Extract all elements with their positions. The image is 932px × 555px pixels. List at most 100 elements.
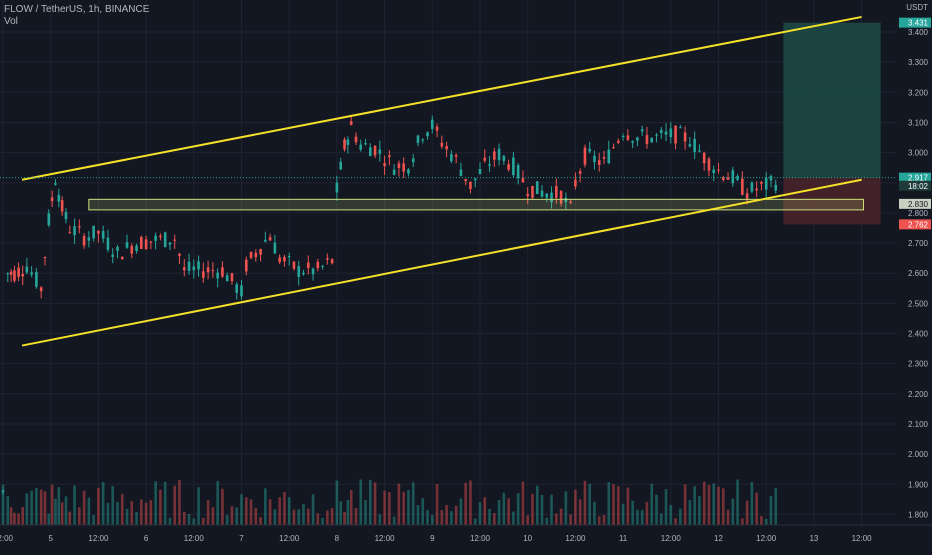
volume-bar	[578, 499, 582, 525]
volume-bar	[478, 502, 482, 525]
volume-bar	[698, 496, 701, 525]
price-badge-label: 2.762	[908, 220, 929, 229]
volume-bar	[216, 480, 219, 525]
candle-body	[602, 157, 606, 159]
volume-bar	[97, 487, 100, 525]
volume-bar	[764, 518, 768, 525]
volume-bar	[702, 481, 706, 525]
volume-bar	[750, 481, 754, 525]
candle-body	[760, 181, 763, 184]
volume-bar	[30, 490, 33, 525]
symbol-title[interactable]: FLOW / TetherUS, 1h, BINANCE	[4, 4, 150, 15]
candle-body	[346, 139, 350, 145]
candle-body	[259, 249, 262, 255]
candle-body	[745, 193, 749, 199]
channel-upper-line	[21, 15, 862, 181]
candle-body	[163, 232, 167, 247]
candle-body	[73, 226, 76, 236]
volume-bar	[421, 498, 425, 525]
y-tick-label: 3.200	[908, 88, 929, 97]
x-tick-label: 11	[619, 534, 628, 543]
volume-bar	[192, 518, 196, 525]
candle-body	[101, 231, 105, 239]
candle-body	[106, 237, 110, 250]
volume-bar	[516, 493, 520, 525]
candle-body	[68, 232, 72, 234]
candle-body	[478, 169, 482, 174]
candle-body	[712, 169, 716, 174]
volume-bar	[512, 511, 515, 525]
candle-body	[459, 169, 463, 176]
volume-bar	[407, 490, 410, 525]
volume-bar	[454, 505, 458, 525]
candle-body	[306, 262, 310, 269]
volume-bar	[13, 512, 16, 525]
candle-body	[130, 245, 134, 254]
volume-bar	[521, 481, 525, 525]
candle-body	[550, 192, 553, 203]
volume-bar	[631, 500, 634, 525]
volume-bar	[597, 516, 601, 525]
volume-bar	[416, 505, 420, 525]
candle-body	[168, 242, 172, 245]
candle-body	[35, 271, 38, 287]
volume-bar	[64, 496, 68, 525]
y-tick-label: 3.300	[908, 58, 929, 67]
candle-body	[311, 268, 315, 275]
volume-bar	[249, 499, 253, 525]
volume-bar	[359, 479, 363, 525]
candle-body	[335, 182, 339, 193]
candle-body	[650, 137, 654, 143]
volume-bar	[526, 515, 529, 525]
y-tick-label: 2.800	[908, 209, 929, 218]
candle-body	[483, 157, 487, 161]
candle-body	[343, 139, 346, 150]
volume-bar	[297, 509, 301, 525]
volume-bar	[17, 513, 20, 525]
candle-body	[17, 267, 20, 277]
candle-body	[268, 237, 272, 241]
volume-bar	[378, 514, 382, 525]
volume-bar	[1, 484, 5, 525]
volume-bar	[159, 489, 162, 525]
volume-bar	[154, 481, 157, 525]
candle-body	[216, 272, 219, 279]
candle-body	[25, 266, 29, 273]
candle-body	[330, 259, 334, 264]
volume-bar	[612, 484, 615, 525]
candle-body	[583, 147, 587, 165]
volume-bar	[636, 509, 639, 525]
volume-bar	[163, 481, 167, 525]
volume-bar	[640, 509, 644, 525]
candle-body	[750, 182, 754, 192]
x-tick-label: 12:00	[661, 534, 682, 543]
candle-body	[125, 242, 129, 248]
volume-bar	[435, 484, 439, 525]
volume-bar	[343, 511, 346, 525]
volume-bar	[583, 480, 587, 525]
volume-label: Vol	[4, 16, 18, 27]
volume-bar	[617, 486, 620, 525]
candle-body	[292, 261, 296, 269]
volume-bar	[306, 508, 310, 525]
y-tick-label: 2.100	[908, 420, 929, 429]
volume-bar	[540, 494, 544, 525]
volume-bar	[555, 513, 558, 525]
volume-bar	[202, 518, 205, 525]
volume-bar	[488, 509, 491, 525]
candle-body	[726, 177, 730, 180]
volume-bar	[349, 489, 353, 525]
candle-body	[669, 128, 673, 138]
volume-bar	[264, 488, 267, 525]
candle-body	[774, 184, 778, 191]
volume-bar	[259, 517, 262, 525]
candle-body	[741, 178, 744, 195]
candle-body	[82, 236, 86, 246]
volume-bar	[731, 498, 735, 525]
volume-bar	[431, 514, 434, 525]
price-badge	[899, 180, 931, 191]
volume-bar	[144, 502, 148, 525]
y-tick-label: 3.400	[908, 28, 929, 37]
x-tick-label: 12:00	[0, 534, 14, 543]
